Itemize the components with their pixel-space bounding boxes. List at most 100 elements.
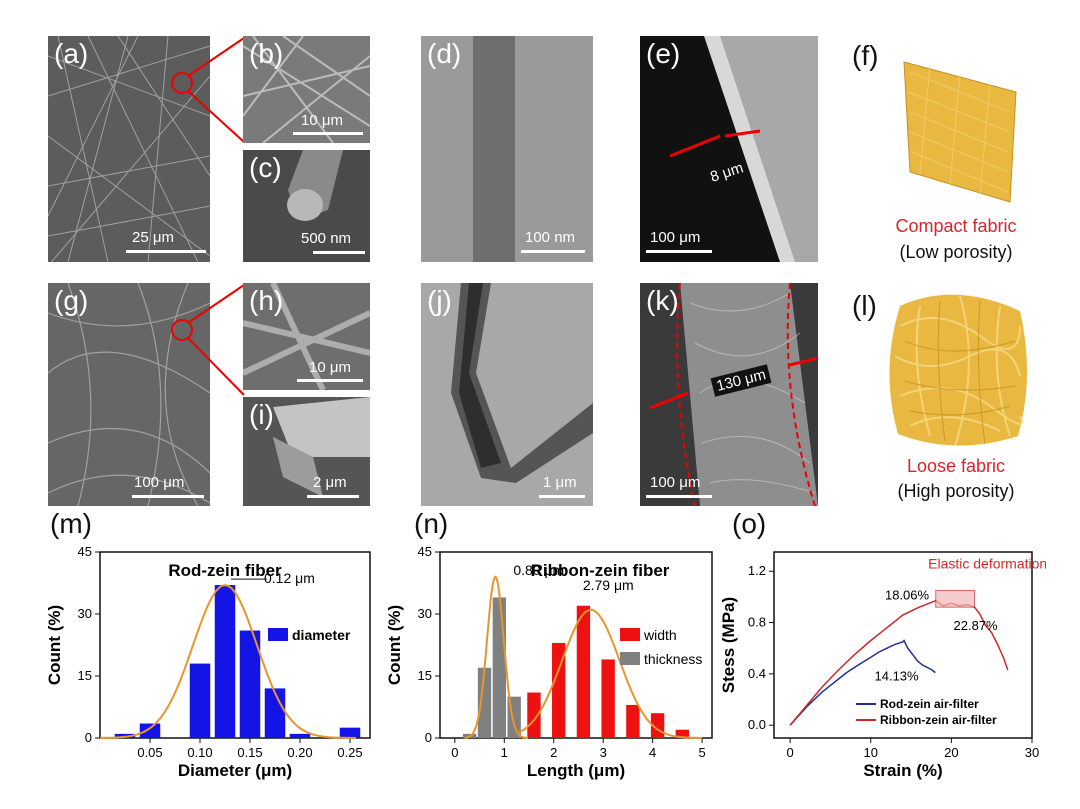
legend-swatch-diameter [268, 628, 288, 641]
panel-label-i: (i) [249, 399, 274, 430]
chart-rod-zein-diameter: 0.05 0.10 0.15 0.20 0.25 0 15 30 45 Diameter (μm)… [45, 544, 371, 780]
legend-label-diameter: diameter [292, 627, 351, 643]
fiber-texture-g [48, 283, 210, 506]
x-tick-label: 2 [550, 745, 557, 760]
x-tick-label: 0.20 [287, 745, 312, 760]
histogram-bar [189, 663, 211, 738]
sem-image-c: (c) 500 nm [243, 150, 370, 262]
scale-text-c: 500 nm [301, 230, 352, 247]
scale-text-k: 100 μm [650, 474, 701, 491]
tem-image-d: (d) 100 nm [421, 36, 593, 262]
scale-text-i: 2 μm [313, 474, 347, 491]
annotation-elastic-deformation: Elastic deformation [928, 556, 1046, 572]
fit-peak-label: 0.12 μm [264, 570, 315, 586]
scale-text-g: 100 μm [134, 474, 185, 491]
legend-label-thickness: thickness [644, 651, 702, 667]
histogram-bar [289, 733, 311, 738]
x-tick-label: 1 [501, 745, 508, 760]
scale-text-d: 100 nm [525, 229, 576, 246]
scale-bar-g [132, 495, 204, 498]
histogram-bar-width [675, 729, 690, 738]
histogram-bar-width [576, 605, 591, 738]
fit-peak-label: 2.79 μm [583, 577, 634, 593]
y-tick-label: 0 [425, 730, 432, 745]
gaussian-fit-curve [464, 575, 528, 739]
x-tick-label: 4 [649, 745, 656, 760]
legend-label-width: width [643, 627, 677, 643]
panel-label-h: (h) [249, 285, 284, 316]
stress-curve-rod-zein-air-filter [789, 639, 936, 726]
histogram-bar [264, 688, 286, 738]
histogram-bar-thickness [477, 667, 492, 738]
x-axis-label: Strain (%) [863, 761, 942, 780]
fabric-model-loose [889, 294, 1028, 447]
panel-label-c: (c) [249, 152, 282, 183]
histogram-bar-width [601, 659, 615, 738]
fabric-model-compact [903, 61, 1017, 203]
panel-label-j: (j) [427, 285, 452, 316]
chart-stress-strain: 0 10 20 30 0.0 0.4 0.8 1.2 Strain (%) Stess (MPa)… [719, 551, 1046, 780]
scale-bar-e [646, 250, 712, 253]
histogram-bar-width [626, 704, 640, 738]
plot-frame [439, 551, 713, 739]
sem-image-b: (b) 10 μm [243, 36, 370, 143]
fiber-texture-h [243, 283, 370, 390]
fiber-closeup-c [287, 150, 343, 221]
panel-label-b: (b) [249, 38, 284, 69]
legend-label: Rod-zein air-filter [880, 697, 979, 711]
y-axis-label: Count (%) [45, 605, 64, 685]
x-tick-label: 20 [944, 745, 958, 760]
panel-label-o: (o) [732, 508, 767, 539]
legend-swatch-width [620, 628, 640, 641]
sem-image-i: (i) 2 μm [243, 397, 370, 506]
x-tick-label: 0.15 [237, 745, 262, 760]
panel-label-f: (f) [852, 40, 879, 71]
legend-swatch-thickness [620, 652, 640, 665]
legend-label: Ribbon-zein air-filter [880, 713, 997, 727]
annotation-22-87: 22.87% [954, 618, 999, 633]
histogram-bar [139, 723, 161, 738]
chart-title: Rod-zein fiber [168, 561, 282, 580]
x-tick-label: 5 [698, 745, 705, 760]
x-tick-label: 0.25 [337, 745, 362, 760]
y-tick-label: 30 [418, 606, 432, 621]
zoom-indicator-top [171, 37, 245, 143]
x-axis-label: Diameter (μm) [178, 761, 292, 780]
y-tick-label: 15 [418, 668, 432, 683]
annotation-14-13: 14.13% [875, 668, 920, 683]
y-tick-label: 0.0 [748, 717, 766, 732]
scale-bar-b [293, 132, 363, 135]
scale-text-h: 10 μm [309, 359, 351, 376]
panel-label-a: (a) [54, 38, 89, 69]
chart-title: Ribbon-zein fiber [531, 561, 670, 580]
y-tick-label: 0.8 [748, 615, 766, 630]
ribbon-closeup-i [273, 397, 370, 497]
caption-low-porosity: (Low porosity) [899, 242, 1013, 262]
y-tick-label: 15 [78, 668, 92, 683]
histogram-bar [214, 585, 236, 738]
fiber-texture-a [48, 36, 210, 262]
caption-compact-fabric: Compact fabric [895, 216, 1017, 236]
x-tick-label: 30 [1025, 745, 1039, 760]
scale-text-b: 10 μm [301, 112, 343, 129]
fiber-texture-b [243, 36, 370, 143]
plot-frame [773, 551, 1033, 739]
scale-text-e: 100 μm [650, 229, 701, 246]
x-tick-label: 10 [864, 745, 878, 760]
fiber-d [473, 36, 515, 262]
histogram-bar-width [527, 692, 541, 738]
scale-text-j: 1 μm [543, 474, 577, 491]
x-tick-label: 0 [787, 745, 794, 760]
sem-image-h: (h) 10 μm [243, 283, 370, 390]
histogram-bar-width [552, 642, 566, 738]
caption-loose-fabric: Loose fabric [906, 456, 1006, 476]
panel-label-d: (d) [427, 38, 462, 69]
scale-bar-a [126, 250, 206, 253]
y-tick-label: 30 [78, 606, 92, 621]
x-tick-label: 0 [451, 745, 458, 760]
cross-section-e [669, 36, 818, 262]
gaussian-fit-curve [100, 584, 357, 739]
scale-bar-k [646, 495, 712, 498]
elastic-region-box [935, 589, 976, 608]
